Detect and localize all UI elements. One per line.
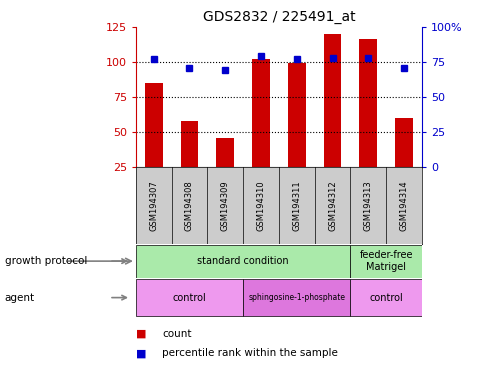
Text: GSM194313: GSM194313 bbox=[363, 180, 372, 231]
Text: GSM194312: GSM194312 bbox=[327, 180, 336, 231]
Bar bbox=[359, 40, 377, 167]
Bar bbox=[216, 137, 234, 167]
Text: control: control bbox=[368, 293, 402, 303]
Bar bbox=[287, 63, 305, 167]
Text: GSM194314: GSM194314 bbox=[399, 180, 408, 231]
Bar bbox=[394, 118, 412, 167]
Text: percentile rank within the sample: percentile rank within the sample bbox=[162, 348, 338, 358]
Bar bbox=[242, 279, 349, 316]
Text: GSM194310: GSM194310 bbox=[256, 180, 265, 231]
Text: ■: ■ bbox=[136, 348, 146, 358]
Text: agent: agent bbox=[5, 293, 35, 303]
Bar bbox=[349, 279, 421, 316]
Title: GDS2832 / 225491_at: GDS2832 / 225491_at bbox=[202, 10, 354, 25]
Text: GSM194311: GSM194311 bbox=[292, 180, 301, 231]
Bar bbox=[144, 83, 162, 167]
Text: standard condition: standard condition bbox=[197, 256, 288, 266]
Bar bbox=[136, 279, 242, 316]
Text: feeder-free
Matrigel: feeder-free Matrigel bbox=[359, 250, 412, 272]
Bar bbox=[323, 34, 341, 167]
Text: control: control bbox=[172, 293, 206, 303]
Text: growth protocol: growth protocol bbox=[5, 256, 87, 266]
Bar bbox=[136, 245, 349, 278]
Text: GSM194307: GSM194307 bbox=[149, 180, 158, 231]
Text: GSM194308: GSM194308 bbox=[184, 180, 194, 231]
Text: ■: ■ bbox=[136, 329, 146, 339]
Bar bbox=[252, 59, 270, 167]
Text: sphingosine-1-phosphate: sphingosine-1-phosphate bbox=[248, 293, 345, 302]
Text: count: count bbox=[162, 329, 192, 339]
Bar bbox=[349, 245, 421, 278]
Bar bbox=[180, 121, 198, 167]
Text: GSM194309: GSM194309 bbox=[220, 180, 229, 231]
